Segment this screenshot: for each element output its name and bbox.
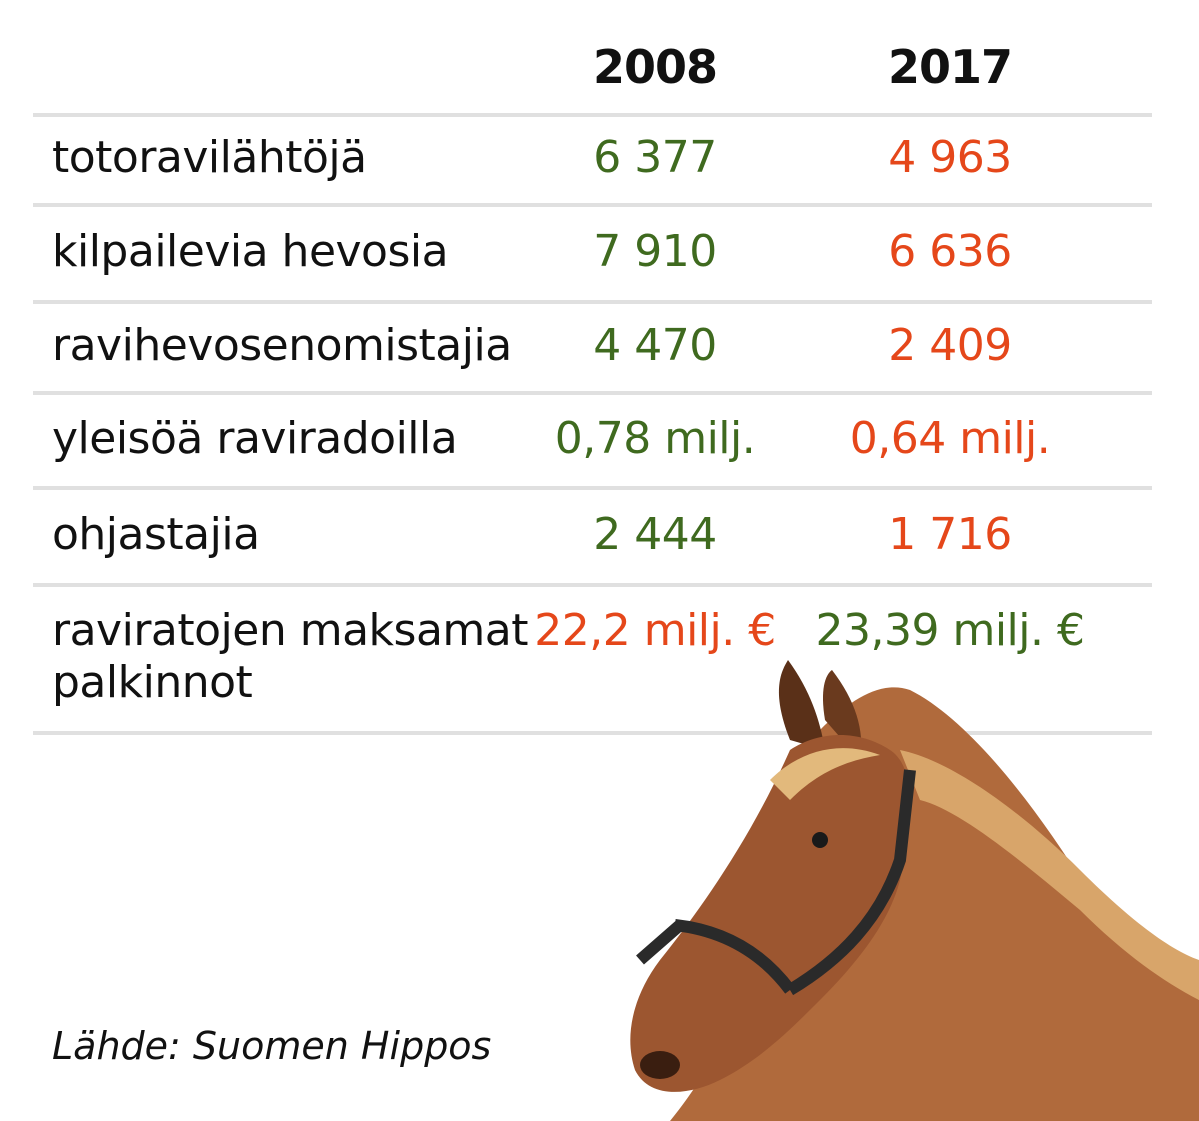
cell-value: 6 377 <box>593 132 717 183</box>
row-divider <box>33 203 1152 207</box>
source-note: Lähde: Suomen Hippos <box>52 1024 492 1068</box>
cell-value: 1 716 <box>888 508 1012 560</box>
cell-value: 2 444 <box>593 508 717 560</box>
row-label: totoravilähtöjä <box>52 132 367 183</box>
cell-value: 22,2 milj. € <box>534 605 776 656</box>
cell-value: 7 910 <box>593 225 717 277</box>
row-label: ravihevosenomistajia <box>52 319 512 371</box>
row-divider <box>33 391 1152 395</box>
column-header: 2008 <box>592 40 718 94</box>
cell-value: 0,64 milj. <box>849 412 1051 464</box>
cell-value: 23,39 milj. € <box>815 605 1085 656</box>
cell-value: 6 636 <box>888 225 1012 277</box>
row-label: ohjastajia <box>52 508 260 560</box>
cell-value: 0,78 milj. <box>554 412 756 464</box>
row-label: kilpailevia hevosia <box>52 225 449 277</box>
cell-value: 4 470 <box>593 319 717 371</box>
row-divider <box>33 113 1152 117</box>
horse-illustration <box>630 660 1199 1121</box>
cell-value: 4 963 <box>888 132 1012 183</box>
column-header: 2017 <box>887 40 1013 94</box>
row-label: raviratojen maksamat palkinnot <box>52 605 528 708</box>
row-divider <box>33 731 1152 735</box>
row-divider <box>33 583 1152 587</box>
row-divider <box>33 300 1152 304</box>
row-label: yleisöä raviradoilla <box>52 412 458 464</box>
row-divider <box>33 486 1152 490</box>
cell-value: 2 409 <box>888 319 1012 371</box>
